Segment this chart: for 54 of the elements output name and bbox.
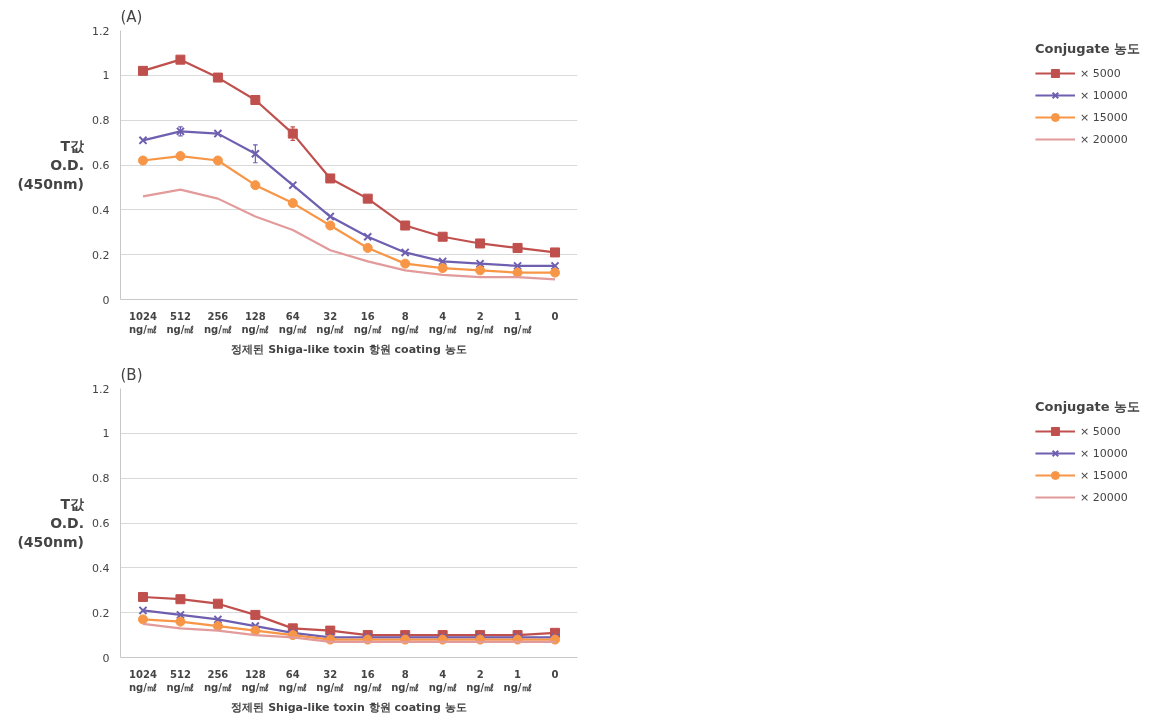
x-tick-label: 2 ng/㎖ — [466, 310, 495, 335]
x-tick-label: 8 ng/㎖ — [391, 310, 420, 335]
legend-label: × 10000 — [1079, 88, 1128, 102]
y-axis-title: T값 O.D. (450nm) — [17, 495, 86, 551]
x-tick-label: 256 ng/㎖ — [203, 310, 232, 335]
x-tick-label: 256 ng/㎖ — [203, 668, 232, 693]
y-axis-title: T값 O.D. (450nm) — [17, 137, 86, 193]
y-tick-label: 0.2 — [92, 248, 110, 262]
y-tick-label: 0.6 — [92, 517, 110, 530]
legend-label: × 15000 — [1079, 110, 1128, 124]
legend-label: × 5000 — [1079, 424, 1121, 438]
y-tick-label: 0.8 — [92, 114, 110, 128]
y-tick-label: 0.4 — [92, 561, 110, 575]
y-tick-label: 0 — [102, 293, 110, 307]
x-tick-label: 1 ng/㎖ — [503, 310, 532, 335]
x-tick-label: 128 ng/㎖ — [241, 668, 270, 693]
y-tick-label: 1 — [102, 69, 110, 83]
x-axis-title: 정제된 Shiga-like toxin 항원 coating 농도 — [231, 700, 467, 714]
y-tick-label: 0.4 — [92, 203, 110, 217]
x-tick-label: 1 ng/㎖ — [503, 668, 532, 693]
x-tick-label: 16 ng/㎖ — [353, 668, 382, 693]
y-tick-label: 1.2 — [92, 24, 110, 38]
chart-title: (A) — [120, 7, 143, 26]
legend-label: × 20000 — [1079, 490, 1128, 504]
legend-label: × 15000 — [1079, 468, 1128, 482]
x-tick-label: 1024 ng/㎖ — [129, 668, 157, 693]
x-tick-label: 32 ng/㎖ — [316, 668, 345, 693]
y-tick-label: 0.6 — [92, 159, 110, 172]
x-axis-title: 정제된 Shiga-like toxin 항원 coating 농도 — [231, 342, 467, 356]
x-tick-label: 64 ng/㎖ — [278, 668, 307, 693]
y-tick-label: 0.8 — [92, 472, 110, 486]
legend-label: × 10000 — [1079, 446, 1128, 460]
y-tick-label: 1 — [102, 427, 110, 441]
legend-label: × 5000 — [1079, 66, 1121, 80]
x-tick-label: 16 ng/㎖ — [353, 310, 382, 335]
legend-label: × 20000 — [1079, 132, 1128, 146]
x-tick-label: 32 ng/㎖ — [316, 310, 345, 335]
y-tick-label: 0.2 — [92, 606, 110, 620]
x-tick-label: 1024 ng/㎖ — [129, 310, 157, 335]
y-tick-label: 0 — [102, 651, 110, 665]
chart-title: (B) — [120, 365, 143, 384]
x-tick-label: 512 ng/㎖ — [166, 668, 195, 693]
x-tick-label: 0 — [551, 668, 559, 680]
x-tick-label: 4 ng/㎖ — [428, 668, 457, 693]
y-tick-label: 1.2 — [92, 382, 110, 396]
x-tick-label: 0 — [551, 310, 559, 322]
x-tick-label: 4 ng/㎖ — [428, 310, 457, 335]
legend-title: Conjugate 농도 — [1034, 40, 1140, 58]
legend-title: Conjugate 농도 — [1034, 398, 1140, 416]
x-tick-label: 128 ng/㎖ — [241, 310, 270, 335]
x-tick-label: 64 ng/㎖ — [278, 310, 307, 335]
x-tick-label: 2 ng/㎖ — [466, 668, 495, 693]
x-tick-label: 512 ng/㎖ — [166, 310, 195, 335]
x-tick-label: 8 ng/㎖ — [391, 668, 420, 693]
